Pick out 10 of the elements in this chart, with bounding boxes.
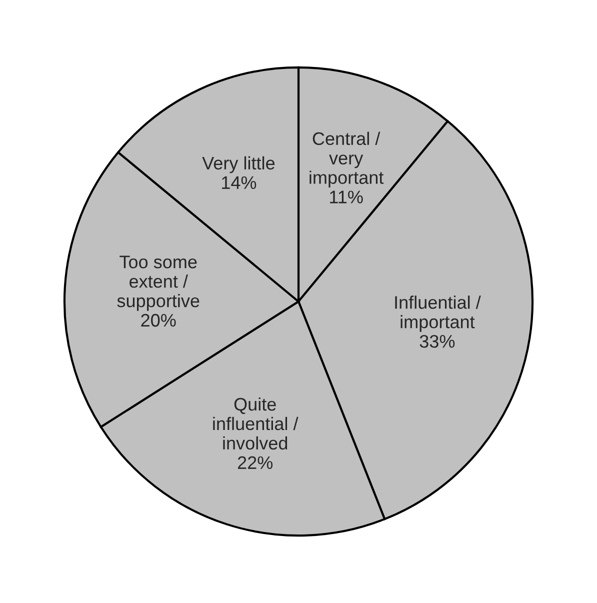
- slice-label: Quite influential / involved: [213, 397, 298, 450]
- slice-label: Very little: [202, 156, 275, 174]
- data-label: 33%: [420, 334, 455, 348]
- slice-label: Central / very important: [310, 132, 384, 188]
- slice-label: Influential / important: [395, 296, 481, 332]
- data-label: 20%: [141, 314, 176, 327]
- slice-label: Too some extent / supportive: [117, 256, 200, 311]
- data-label: 14%: [222, 176, 256, 189]
- data-label: 11%: [330, 190, 363, 204]
- data-label: 22%: [238, 456, 273, 469]
